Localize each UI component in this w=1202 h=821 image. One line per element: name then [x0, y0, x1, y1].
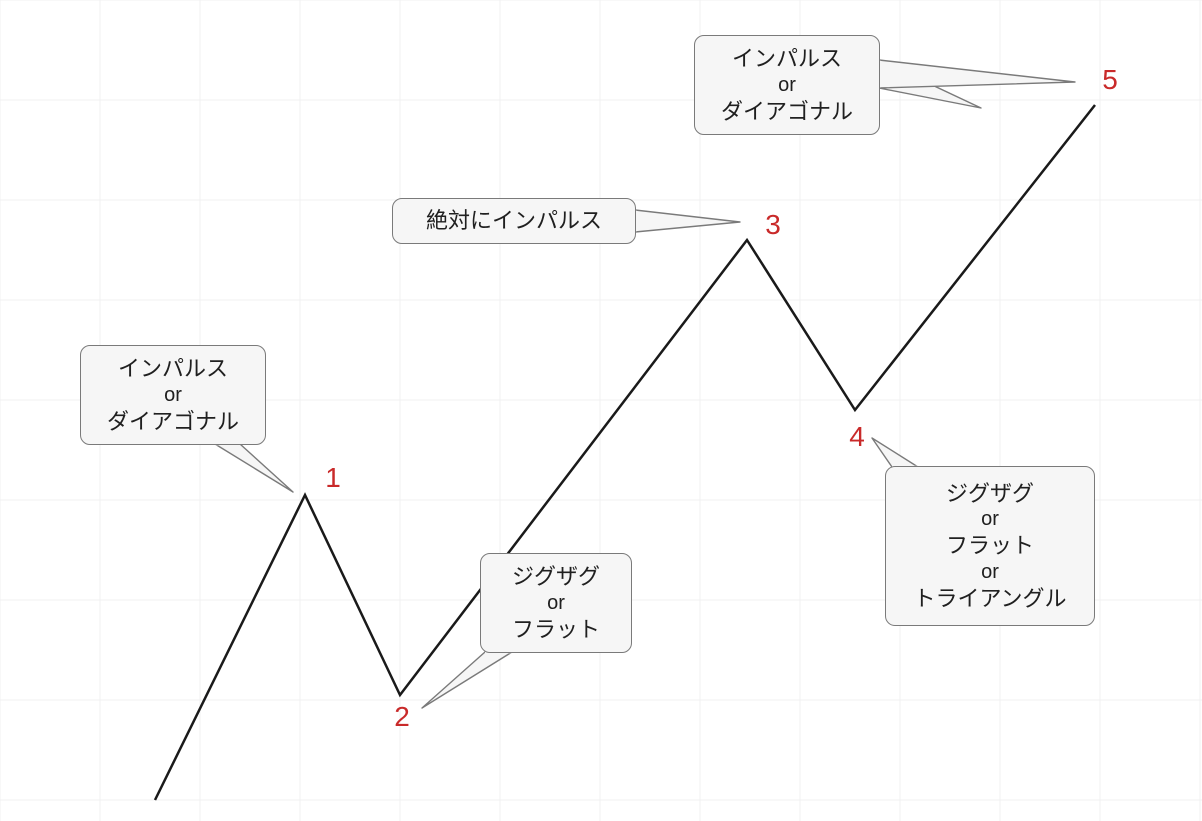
callout-wave4-line: フラット — [946, 532, 1034, 560]
wave-label-5: 5 — [1102, 64, 1118, 96]
callout-wave4-line: or — [981, 560, 999, 585]
callout-wave4-line: or — [981, 507, 999, 532]
wave-label-1: 1 — [325, 462, 341, 494]
callout-wave2-line: ジグザグ — [512, 563, 600, 591]
callout-wave4-line: ジグザグ — [946, 480, 1034, 508]
wave-label-2: 2 — [394, 701, 410, 733]
callout-wave3: 絶対にインパルス — [392, 198, 636, 244]
callout-wave2-line: or — [547, 591, 565, 616]
callout-wave2: ジグザグorフラット — [480, 553, 632, 653]
callout-wave5-line: インパルス — [732, 45, 842, 73]
callout-wave4: ジグザグorフラットorトライアングル — [885, 466, 1095, 626]
callout-wave2-line: フラット — [512, 616, 600, 644]
callout-wave1: インパルスorダイアゴナル — [80, 345, 266, 445]
callout-wave3-line: 絶対にインパルス — [426, 207, 602, 235]
callout-wave5-line: ダイアゴナル — [721, 98, 853, 126]
callout-wave5-line: or — [778, 73, 796, 98]
callout-wave1-line: インパルス — [118, 355, 228, 383]
wave-label-3: 3 — [765, 209, 781, 241]
callout-wave4-line: トライアングル — [913, 585, 1066, 613]
wave-label-4: 4 — [849, 421, 865, 453]
diagram-canvas: インパルスorダイアゴナルジグザグorフラット絶対にインパルスジグザグorフラッ… — [0, 0, 1202, 821]
callout-wave1-line: ダイアゴナル — [107, 408, 239, 436]
callout-wave1-line: or — [164, 383, 182, 408]
callout-wave5: インパルスorダイアゴナル — [694, 35, 880, 135]
